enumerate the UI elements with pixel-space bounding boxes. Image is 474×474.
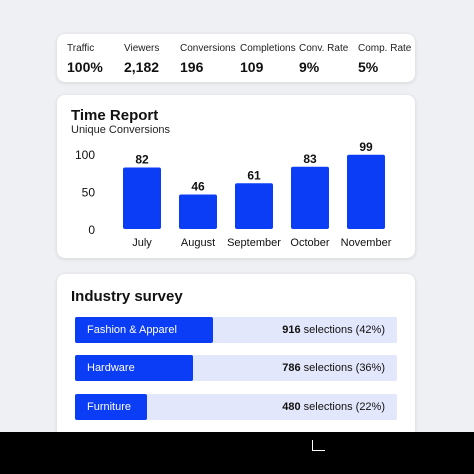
survey-bar-fill — [75, 394, 148, 420]
bar-november — [347, 154, 385, 229]
x-tick-label: September — [227, 237, 281, 249]
stat-value: 5% — [358, 59, 379, 75]
stat-conversions: Conversions 196 — [180, 43, 236, 75]
survey-item-name: Hardware — [87, 362, 135, 374]
survey-title: Industry survey — [71, 288, 183, 305]
survey-bar-fill — [75, 355, 194, 381]
x-tick-label: August — [181, 237, 215, 249]
stat-viewers: Viewers 2,182 — [124, 43, 159, 75]
stat-label: Viewers — [124, 43, 160, 54]
survey-item-count: 480 selections (22%) — [282, 401, 385, 413]
stat-value: 109 — [240, 59, 264, 75]
stat-value: 2,182 — [124, 59, 160, 75]
stat-label: Traffic — [67, 43, 95, 54]
data-label: 83 — [303, 152, 317, 166]
bar-august — [179, 194, 217, 229]
report-title: Time Report — [71, 107, 159, 124]
survey-item-name: Furniture — [87, 401, 132, 413]
x-tick-label: November — [341, 237, 392, 249]
survey-row: Fashion & Apparel 916 selections (42%) — [75, 317, 397, 343]
data-label: 46 — [191, 180, 205, 194]
stat-conv-rate: Conv. Rate 9% — [299, 43, 348, 75]
time-report-card: Time Report Unique Conversions 0 50 100 82 J… — [57, 95, 415, 258]
bar-october — [291, 166, 329, 229]
survey-count-suffix: selections (42%) — [300, 324, 385, 336]
report-subtitle: Unique Conversions — [71, 124, 171, 136]
survey-item-count: 786 selections (36%) — [282, 362, 385, 374]
survey-row: Furniture 480 selections (22%) — [75, 394, 397, 420]
stat-comp-rate: Comp. Rate 5% — [358, 43, 411, 75]
y-tick-label: 0 — [88, 223, 95, 237]
survey-count-suffix: selections (22%) — [300, 401, 385, 413]
y-tick-label: 100 — [75, 148, 95, 162]
bottom-band — [0, 432, 474, 474]
stats-card: Traffic 100% Viewers 2,182 Conversions 1… — [57, 34, 415, 82]
survey-count-number: 786 — [282, 362, 301, 374]
cursor-icon — [312, 440, 325, 451]
stat-label: Completions — [240, 43, 296, 54]
survey-count-number: 916 — [282, 324, 301, 336]
stat-label: Conv. Rate — [299, 43, 349, 54]
bar-july — [123, 167, 161, 229]
data-label: 99 — [359, 140, 373, 154]
survey-count-number: 480 — [282, 401, 301, 413]
stat-traffic: Traffic 100% — [67, 43, 103, 75]
stat-value: 196 — [180, 59, 204, 75]
x-tick-label: July — [132, 237, 152, 249]
stat-label: Comp. Rate — [358, 43, 412, 54]
survey-item-count: 916 selections (42%) — [282, 324, 385, 336]
stat-label: Conversions — [180, 43, 236, 54]
bar-september — [235, 183, 273, 229]
survey-row: Hardware 786 selections (36%) — [75, 355, 397, 381]
data-label: 82 — [135, 153, 149, 167]
stat-completions: Completions 109 — [240, 43, 296, 75]
stat-value: 100% — [67, 59, 103, 75]
x-tick-label: October — [290, 237, 329, 249]
industry-survey-card: Industry survey Fashion & Apparel 916 se… — [57, 274, 415, 438]
survey-count-suffix: selections (36%) — [300, 362, 385, 374]
data-label: 61 — [247, 168, 261, 182]
y-tick-label: 50 — [82, 186, 96, 200]
survey-item-name: Fashion & Apparel — [87, 324, 177, 336]
conversions-bar-chart: 0 50 100 82 July 46 August 61 September 83 October… — [75, 140, 392, 249]
survey-bar-fill — [75, 317, 213, 343]
stat-value: 9% — [299, 59, 320, 75]
